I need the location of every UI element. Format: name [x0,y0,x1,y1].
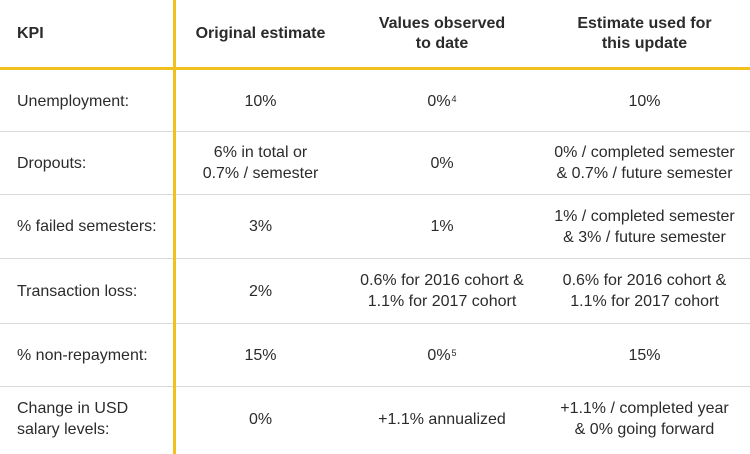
table-row-failed-semesters: % failed semesters: 3% 1% 1% / completed… [0,195,750,258]
footnote-marker: 4 [451,93,457,104]
observed-value: 0%5 [345,345,539,366]
column-divider [173,0,176,454]
row-divider [0,386,750,387]
kpi-label: % failed semesters: [17,218,157,235]
original-value: 15% [244,346,277,364]
original-value: 6% in total or 0.7% / semester [202,144,319,182]
original-value: 2% [248,282,273,300]
observed-text: 0% [427,346,451,364]
kpi-label: Change in USD salary levels: [17,400,129,438]
row-divider [0,323,750,324]
update-value: 0% / completed semester & 0.7% / future … [554,144,735,182]
kpi-label: Transaction loss: [17,282,138,300]
table-row-transaction-loss: Transaction loss: 2% 0.6% for 2016 cohor… [0,259,750,323]
header-estimate-update: Estimate used for this update [577,15,712,52]
update-value: 0.6% for 2016 cohort & 1.1% for 2017 coh… [562,272,727,310]
table-header-row: KPI Original estimate Values observed to… [0,0,750,68]
row-divider [0,258,750,259]
observed-value: 0% [430,154,454,172]
original-value: 10% [244,92,277,110]
observed-value: +1.1% annualized [378,410,506,428]
update-value: 10% [628,92,661,110]
footnote-marker: 5 [451,347,457,358]
observed-text: 0% [427,92,451,110]
header-kpi: KPI [17,25,44,42]
update-value: 1% / completed semester & 3% / future se… [554,207,735,246]
row-divider [0,131,750,132]
update-value: 15% [628,346,661,364]
observed-value: 0.6% for 2016 cohort & 1.1% for 2017 coh… [360,272,524,310]
header-original-estimate: Original estimate [195,25,326,42]
kpi-label: Unemployment: [17,92,130,110]
update-value: +1.1% / completed year & 0% going forwar… [560,400,729,438]
table-row-unemployment: Unemployment: 10% 0%4 10% [0,70,750,132]
original-value: 3% [248,218,273,235]
table-row-non-repayment: % non-repayment: 15% 0%5 15% [0,324,750,386]
kpi-label: Dropouts: [17,154,87,172]
kpi-label: % non-repayment: [17,346,148,364]
observed-value: 0%4 [345,91,539,112]
header-values-observed: Values observed to date [378,15,506,52]
original-value: 0% [248,410,273,428]
observed-value: 1% [430,218,454,235]
table-row-dropouts: Dropouts: 6% in total or 0.7% / semester… [0,132,750,194]
table-row-usd-salary: Change in USD salary levels: 0% +1.1% an… [0,387,750,451]
row-divider [0,194,750,195]
header-rule [0,67,750,70]
